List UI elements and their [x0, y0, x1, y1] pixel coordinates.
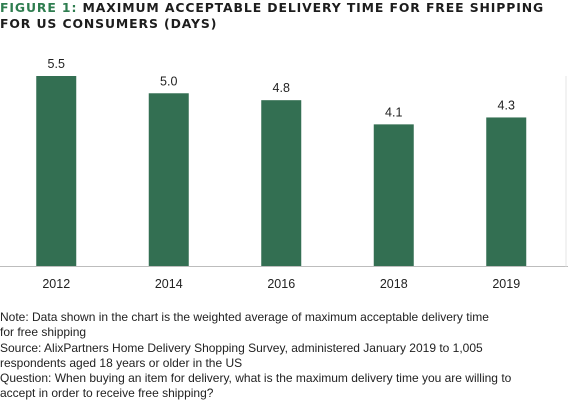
value-label-2012: 5.5	[48, 57, 65, 71]
source-line-1: Source: AlixPartners Home Delivery Shopp…	[0, 340, 483, 355]
title-text-line-2: FOR US CONSUMERS (DAYS)	[0, 16, 218, 31]
source-line-2: respondents aged 18 years or older in th…	[0, 355, 243, 370]
value-label-2019: 4.3	[498, 98, 515, 112]
x-tick-label-2019: 2019	[492, 277, 520, 291]
bar-2019	[486, 117, 527, 266]
bar-2016	[261, 100, 302, 266]
x-tick-label-2012: 2012	[42, 277, 70, 291]
chart-notes: Note: Data shown in the chart is the wei…	[0, 310, 570, 402]
bar-2014	[148, 93, 189, 266]
x-tick-label-2016: 2016	[267, 277, 295, 291]
x-tick-label-2014: 2014	[155, 277, 183, 291]
bar-chart: 5.5 2012 5.0 2014 4.8 2016 4.1 2018 4.3 2019	[0, 57, 568, 291]
bar-2012	[36, 76, 77, 266]
title-line-1: FIGURE 1: MAXIMUM ACCEPTABLE DELIVERY TI…	[0, 0, 570, 16]
question-line-2: accept in order to receive free shipping…	[0, 386, 214, 401]
question-line-1: Question: When buying an item for delive…	[0, 371, 512, 386]
x-tick-label-2018: 2018	[380, 277, 408, 291]
figure-label: FIGURE 1:	[0, 0, 78, 15]
bar-2018	[373, 124, 414, 266]
chart-title: FIGURE 1: MAXIMUM ACCEPTABLE DELIVERY TI…	[0, 0, 570, 32]
value-label-2014: 5.0	[160, 74, 177, 88]
title-text-line-1: MAXIMUM ACCEPTABLE DELIVERY TIME FOR FRE…	[82, 0, 545, 15]
note-line-2: for free shipping	[0, 325, 87, 340]
note-line-1: Note: Data shown in the chart is the wei…	[0, 310, 489, 324]
value-label-2018: 4.1	[385, 105, 402, 119]
value-label-2016: 4.8	[273, 81, 290, 95]
